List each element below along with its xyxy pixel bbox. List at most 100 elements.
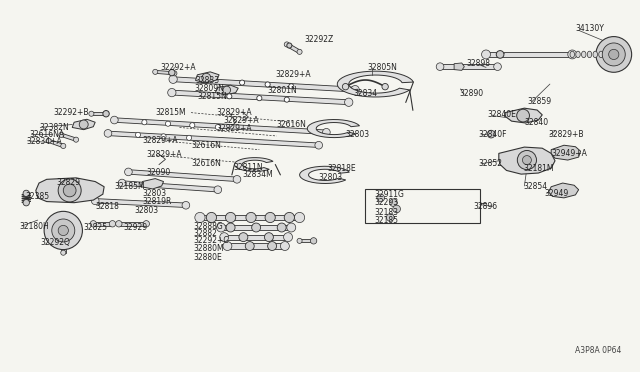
Text: 32880M: 32880M <box>193 244 224 253</box>
Ellipse shape <box>169 70 175 76</box>
Ellipse shape <box>599 51 604 58</box>
Ellipse shape <box>214 186 221 193</box>
Ellipse shape <box>264 232 273 241</box>
Polygon shape <box>337 71 413 97</box>
Text: 32815N: 32815N <box>197 92 227 101</box>
Polygon shape <box>548 183 579 198</box>
Ellipse shape <box>61 239 66 244</box>
Text: 32809N: 32809N <box>194 84 224 93</box>
Text: 32803: 32803 <box>319 173 343 182</box>
Ellipse shape <box>582 51 586 58</box>
Ellipse shape <box>226 223 235 232</box>
Polygon shape <box>128 170 237 182</box>
Ellipse shape <box>206 212 216 222</box>
Text: 32382N: 32382N <box>39 123 68 132</box>
Polygon shape <box>440 64 497 69</box>
Ellipse shape <box>493 63 501 70</box>
Ellipse shape <box>605 51 609 58</box>
Ellipse shape <box>125 168 132 176</box>
Ellipse shape <box>118 179 126 187</box>
Ellipse shape <box>172 71 177 76</box>
Ellipse shape <box>382 83 388 90</box>
Ellipse shape <box>257 96 262 101</box>
Ellipse shape <box>602 43 625 66</box>
Ellipse shape <box>522 155 531 164</box>
Text: 32185M: 32185M <box>115 182 145 191</box>
Ellipse shape <box>239 80 244 85</box>
Text: 32829: 32829 <box>57 178 81 187</box>
Ellipse shape <box>609 49 619 60</box>
Text: 32183: 32183 <box>374 208 398 217</box>
Ellipse shape <box>92 197 99 205</box>
Text: 32811N: 32811N <box>234 163 264 172</box>
Polygon shape <box>454 63 465 70</box>
Polygon shape <box>234 158 273 171</box>
Ellipse shape <box>79 120 88 129</box>
Ellipse shape <box>277 223 286 232</box>
Polygon shape <box>60 134 77 141</box>
Polygon shape <box>92 112 106 115</box>
Polygon shape <box>221 225 291 230</box>
Text: 32616N: 32616N <box>191 158 221 167</box>
Text: 32803: 32803 <box>135 206 159 215</box>
Ellipse shape <box>166 121 171 126</box>
Ellipse shape <box>195 212 205 222</box>
Text: 32616N: 32616N <box>276 120 307 129</box>
Ellipse shape <box>284 232 292 241</box>
Text: 32181M: 32181M <box>523 164 554 173</box>
Ellipse shape <box>344 98 353 106</box>
Ellipse shape <box>189 123 195 128</box>
Ellipse shape <box>227 94 232 99</box>
Ellipse shape <box>239 232 248 241</box>
Ellipse shape <box>351 86 359 94</box>
Ellipse shape <box>287 43 292 48</box>
Ellipse shape <box>280 241 289 250</box>
Polygon shape <box>155 70 175 75</box>
Text: 32293: 32293 <box>374 198 399 207</box>
Polygon shape <box>173 77 356 92</box>
Polygon shape <box>72 119 95 130</box>
Polygon shape <box>119 222 147 226</box>
Text: 32825: 32825 <box>84 223 108 232</box>
Ellipse shape <box>202 73 211 82</box>
Ellipse shape <box>23 190 29 196</box>
Ellipse shape <box>387 214 394 221</box>
Text: 32896: 32896 <box>473 202 497 211</box>
Ellipse shape <box>268 241 276 250</box>
Ellipse shape <box>377 194 385 202</box>
Ellipse shape <box>58 225 68 235</box>
Ellipse shape <box>568 50 577 59</box>
Ellipse shape <box>223 241 232 250</box>
Polygon shape <box>285 44 301 53</box>
Ellipse shape <box>436 63 444 70</box>
Ellipse shape <box>142 120 147 125</box>
Ellipse shape <box>496 51 504 58</box>
Text: 32616NA: 32616NA <box>29 129 65 139</box>
Text: 32829+B: 32829+B <box>548 129 584 139</box>
Text: 32829+A: 32829+A <box>216 124 252 134</box>
Text: 32854: 32854 <box>523 182 547 190</box>
Ellipse shape <box>487 130 495 138</box>
Text: 32829+A: 32829+A <box>275 70 311 79</box>
Polygon shape <box>551 145 580 160</box>
Ellipse shape <box>52 219 75 242</box>
Text: 32929: 32929 <box>124 223 147 232</box>
Ellipse shape <box>168 89 176 97</box>
Ellipse shape <box>294 212 305 222</box>
Ellipse shape <box>23 199 29 206</box>
Text: 32949+A: 32949+A <box>551 149 587 158</box>
Ellipse shape <box>61 144 66 148</box>
Polygon shape <box>200 215 300 221</box>
Text: 32090: 32090 <box>147 168 170 177</box>
Text: 32840: 32840 <box>524 118 548 127</box>
Text: 34130Y: 34130Y <box>575 24 604 33</box>
Text: 32819R: 32819R <box>143 197 172 206</box>
Ellipse shape <box>265 212 275 222</box>
Text: 32949: 32949 <box>545 189 569 198</box>
Polygon shape <box>172 90 349 105</box>
Ellipse shape <box>315 141 323 149</box>
Ellipse shape <box>136 132 141 137</box>
Ellipse shape <box>284 212 294 222</box>
Ellipse shape <box>169 75 177 83</box>
Ellipse shape <box>593 51 598 58</box>
